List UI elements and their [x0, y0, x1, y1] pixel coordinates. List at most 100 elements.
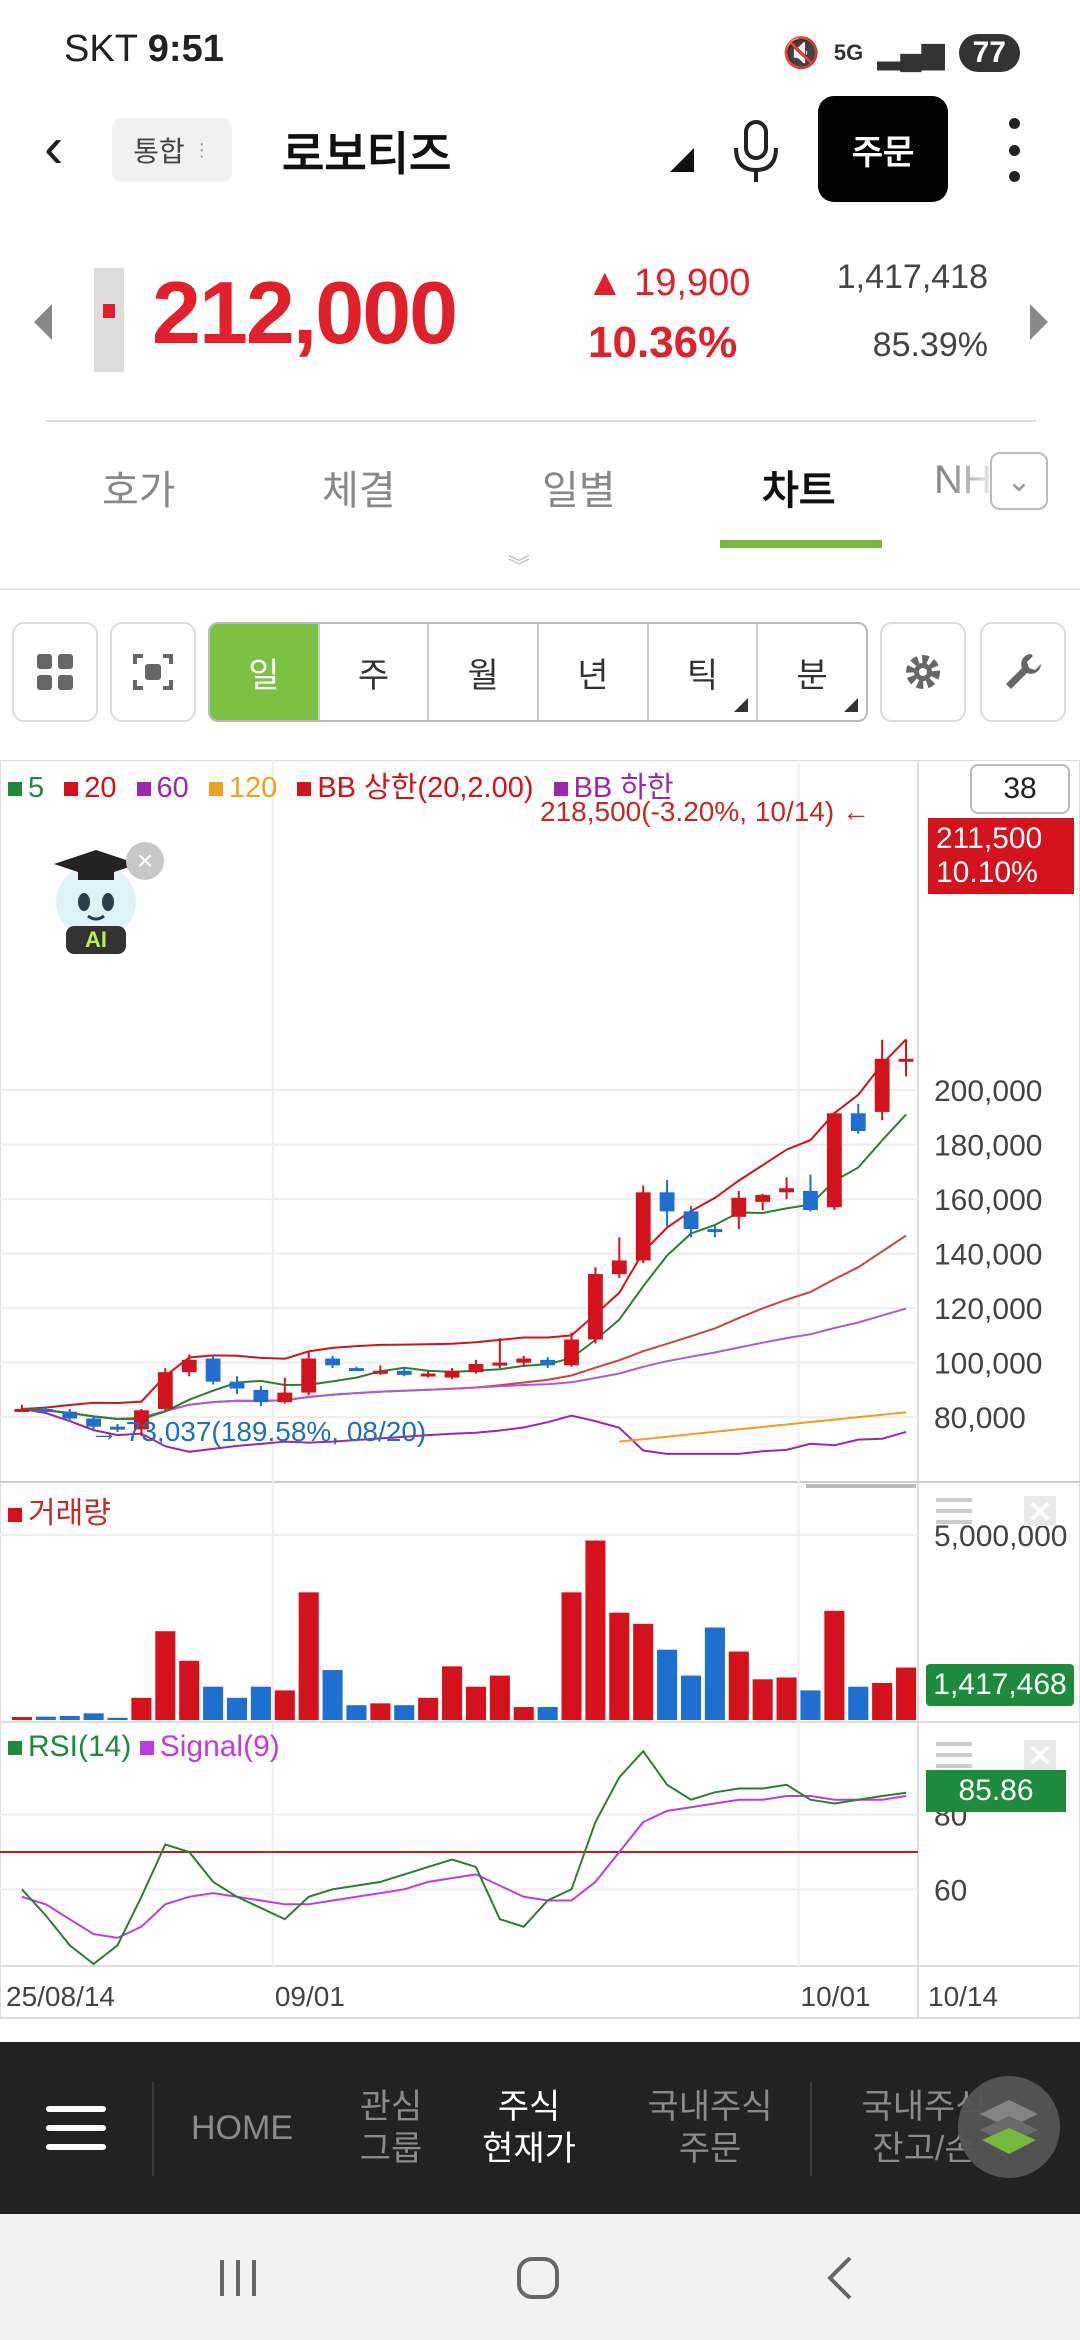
home-icon[interactable]: [514, 2254, 562, 2302]
volume-bar: [203, 1686, 224, 1720]
candle-body: [898, 1058, 914, 1062]
y-tick-label: 160,000: [934, 1184, 1042, 1217]
grid-layout-button[interactable]: [12, 622, 98, 722]
volume-bar: [561, 1592, 582, 1720]
chart-tools-button[interactable]: [980, 622, 1066, 722]
candle-body: [325, 1358, 340, 1366]
period-minute[interactable]: 분: [758, 624, 866, 720]
panel-menu-icon[interactable]: [936, 1740, 972, 1770]
system-nav-bar: [0, 2214, 1080, 2340]
candle-body: [420, 1373, 436, 1377]
tab-hoga[interactable]: 호가: [102, 469, 176, 513]
volume-bar: [848, 1686, 869, 1720]
nav-domestic-order[interactable]: 국내주식 주문: [647, 2088, 773, 2168]
legend-ma20: 20: [64, 772, 122, 804]
volume-bar: [370, 1703, 391, 1720]
screenshot-icon: [133, 654, 173, 690]
volume-ratio: 85.39%: [872, 326, 988, 364]
drag-handle-icon: ⋮: [192, 139, 211, 160]
volume-bar: [752, 1679, 773, 1720]
gear-icon: [906, 655, 940, 689]
nav-domestic-balance[interactable]: 국내주식 잔고/손: [861, 2088, 987, 2168]
rsi-panel-label: RSI(14) Signal(9): [8, 1730, 280, 1764]
volume-bar: [274, 1690, 295, 1720]
ma120-line: [619, 1411, 907, 1443]
volume-bar: [394, 1705, 415, 1720]
candle-body: [779, 1188, 794, 1193]
candle-body: [659, 1192, 675, 1212]
panel-close-icon[interactable]: [1022, 1740, 1058, 1770]
mic-icon[interactable]: [728, 118, 784, 186]
candle-body: [229, 1381, 245, 1389]
mute-icon: 🔇: [782, 36, 820, 70]
tab-trades[interactable]: 체결: [322, 469, 396, 513]
candle-body: [850, 1113, 866, 1131]
prev-stock-icon[interactable]: [34, 304, 52, 340]
divider: [0, 588, 1080, 590]
chevron-down-icon[interactable]: ⌄: [990, 452, 1048, 510]
price-chart[interactable]: 80,000 100,000 120,000 140,000 160,000 180,00…: [0, 760, 1080, 2020]
tab-daily[interactable]: 일별: [542, 469, 616, 513]
volume-bar: [872, 1683, 893, 1720]
more-icon[interactable]: [996, 118, 1032, 182]
last-price-tag: 211,500 10.10%: [928, 818, 1074, 894]
recent-apps-icon[interactable]: [216, 2256, 260, 2300]
candle-body: [277, 1392, 293, 1403]
candle-body: [444, 1370, 460, 1378]
svg-text:AI: AI: [85, 927, 107, 952]
close-icon[interactable]: ×: [126, 842, 164, 880]
y-tick-label: 140,000: [934, 1239, 1042, 1272]
volume-bar: [155, 1631, 176, 1720]
legend-bb-upper: BB 상한(20,2.00): [297, 772, 539, 804]
volume-bar: [322, 1670, 343, 1720]
menu-icon[interactable]: [20, 2042, 132, 2214]
nav-home[interactable]: HOME: [191, 2109, 293, 2147]
nav-watchlist[interactable]: 관심 그룹: [359, 2088, 423, 2168]
volume-bar: [83, 1713, 104, 1720]
ma20-line: [21, 1234, 907, 1421]
volume-bar: [346, 1705, 367, 1720]
period-selector[interactable]: 일 주 월 년 틱 분: [208, 622, 868, 722]
status-icons: 🔇 5G ▂▄▆ 77: [782, 28, 1020, 78]
market-badge[interactable]: 통합 ⋮: [112, 118, 232, 182]
price-change: ▲ 19,900: [586, 262, 751, 304]
panel-menu-icon[interactable]: [936, 1496, 972, 1526]
nav-current-price[interactable]: 주식 현재가: [482, 2088, 576, 2168]
tab-chart[interactable]: 차트: [762, 469, 836, 513]
capture-button[interactable]: [110, 622, 196, 722]
volume-bar: [800, 1690, 821, 1720]
active-tab-indicator: [720, 540, 882, 548]
candle-body: [803, 1190, 818, 1211]
panel-close-icon[interactable]: [1022, 1496, 1058, 1526]
period-tick[interactable]: 틱: [649, 624, 759, 720]
candle-body: [205, 1358, 221, 1382]
high-annotation: 218,500(-3.20%, 10/14) ←: [540, 796, 870, 827]
volume-bar: [657, 1649, 678, 1720]
volume-bar: [489, 1675, 510, 1720]
ai-assistant-button[interactable]: AI: [48, 844, 144, 954]
period-count-input[interactable]: 38: [970, 764, 1070, 814]
layers-icon[interactable]: [958, 2076, 1060, 2178]
period-year[interactable]: 년: [539, 624, 649, 720]
candle-body: [110, 1426, 125, 1430]
period-week[interactable]: 주: [320, 624, 430, 720]
ma5-line: [21, 1113, 907, 1421]
period-day[interactable]: 일: [210, 624, 320, 720]
candle-body: [707, 1229, 723, 1233]
expand-chevron-icon[interactable]: ︾: [508, 554, 531, 579]
next-stock-icon[interactable]: [1030, 304, 1048, 340]
back-nav-icon[interactable]: [820, 2252, 864, 2304]
dropdown-icon[interactable]: [670, 148, 694, 172]
x-tick-label: 10/01: [801, 1981, 871, 2012]
rsi-tick-label: 60: [934, 1874, 967, 1907]
y-tick-label: 180,000: [934, 1130, 1042, 1163]
back-icon[interactable]: ‹: [44, 115, 64, 180]
legend-ma60: 60: [136, 772, 195, 804]
volume-bar: [226, 1697, 248, 1720]
chart-settings-button[interactable]: [880, 622, 966, 722]
order-button[interactable]: 주문: [818, 96, 948, 202]
volume-value: 1,417,418: [836, 258, 988, 296]
ai-mascot-icon: AI: [54, 850, 138, 954]
stock-name[interactable]: 로보티즈: [282, 128, 452, 180]
period-month[interactable]: 월: [429, 624, 540, 720]
